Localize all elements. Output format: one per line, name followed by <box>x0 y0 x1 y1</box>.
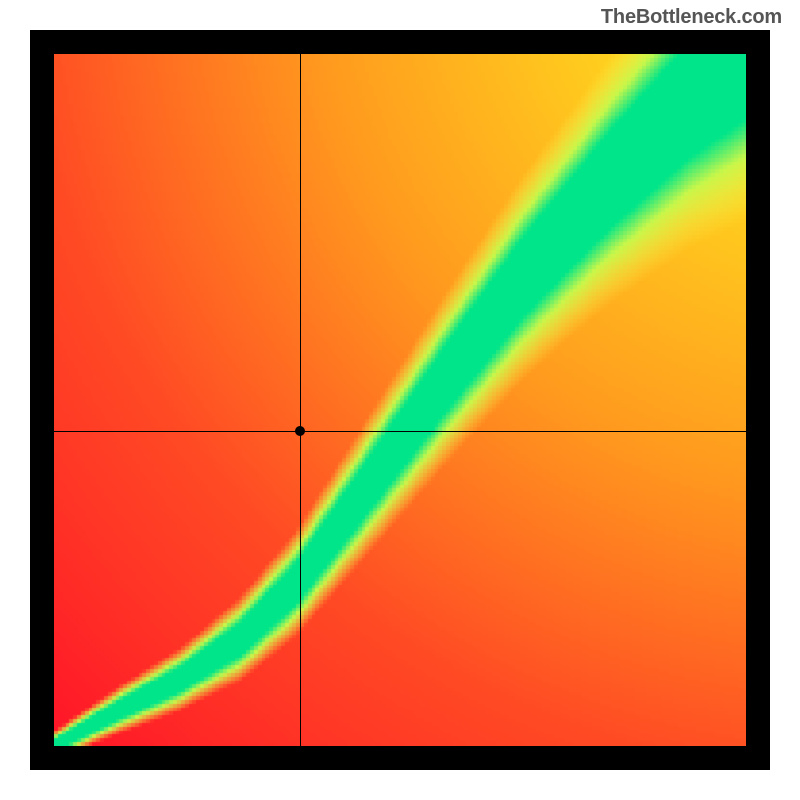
chart-container: TheBottleneck.com <box>0 0 800 800</box>
heatmap-canvas <box>54 54 746 746</box>
crosshair-horizontal <box>54 431 746 432</box>
watermark-text: TheBottleneck.com <box>601 6 782 29</box>
plot-area <box>54 54 746 746</box>
crosshair-vertical <box>300 54 301 746</box>
crosshair-marker <box>295 426 305 436</box>
